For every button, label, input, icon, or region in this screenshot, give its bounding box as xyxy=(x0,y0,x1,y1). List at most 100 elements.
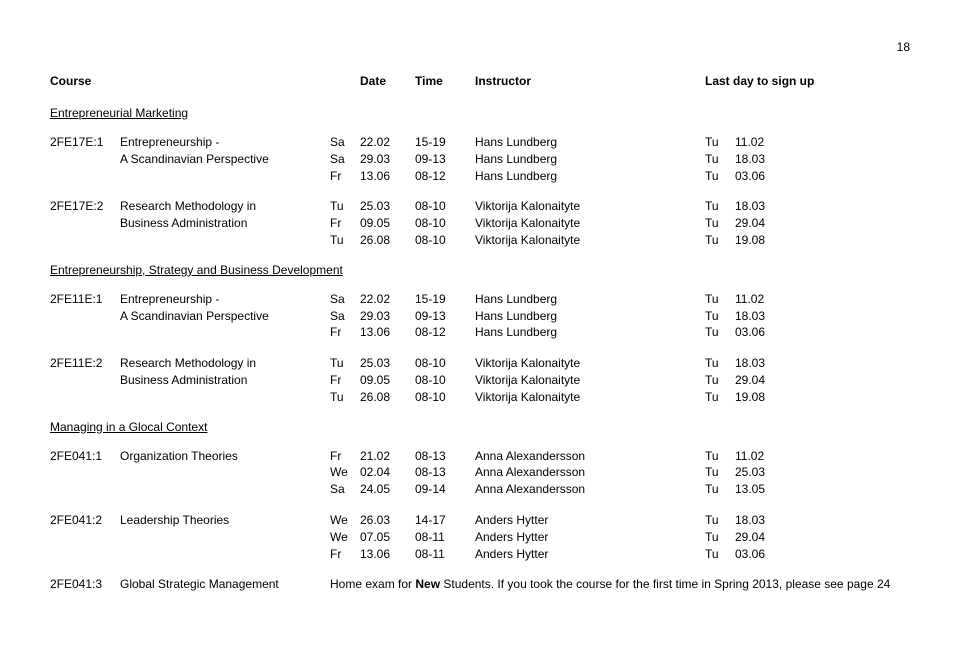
time: 08-13 xyxy=(415,464,475,481)
schedule-row: 2FE11E:2Research Methodology inTu25.0308… xyxy=(50,355,910,372)
time: 08-10 xyxy=(415,215,475,232)
signup-day: Tu xyxy=(705,546,735,563)
date: 26.08 xyxy=(360,389,415,406)
signup-day: Tu xyxy=(705,355,735,372)
section-title: Entrepreneurial Marketing xyxy=(50,106,910,120)
day: Fr xyxy=(330,448,360,465)
signup-day: Tu xyxy=(705,215,735,232)
course-name xyxy=(120,481,330,498)
page-number: 18 xyxy=(50,40,910,54)
signup-day: Tu xyxy=(705,291,735,308)
course-code xyxy=(50,308,120,325)
signup-day: Tu xyxy=(705,324,735,341)
date: 13.06 xyxy=(360,168,415,185)
signup-day: Tu xyxy=(705,512,735,529)
date: 29.03 xyxy=(360,308,415,325)
time: 09-14 xyxy=(415,481,475,498)
signup-date: 18.03 xyxy=(735,151,785,168)
date: 24.05 xyxy=(360,481,415,498)
time: 08-13 xyxy=(415,448,475,465)
day: Fr xyxy=(330,324,360,341)
instructor: Viktorija Kalonaityte xyxy=(475,355,705,372)
course-code: 2FE17E:1 xyxy=(50,134,120,151)
date: 26.03 xyxy=(360,512,415,529)
time: 08-12 xyxy=(415,168,475,185)
course-name xyxy=(120,232,330,249)
instructor: Anna Alexandersson xyxy=(475,464,705,481)
schedule-row: 2FE041:1Organization TheoriesFr21.0208-1… xyxy=(50,448,910,465)
course-name xyxy=(120,546,330,563)
signup-date: 11.02 xyxy=(735,448,785,465)
date: 13.06 xyxy=(360,324,415,341)
signup-date: 11.02 xyxy=(735,291,785,308)
course-code xyxy=(50,215,120,232)
signup-date: 18.03 xyxy=(735,308,785,325)
course-block: 2FE11E:1Entrepreneurship -Sa22.0215-19Ha… xyxy=(50,291,910,341)
time: 08-12 xyxy=(415,324,475,341)
course-code xyxy=(50,546,120,563)
course-block: 2FE041:2Leadership TheoriesWe26.0314-17A… xyxy=(50,512,910,562)
course-block: 2FE17E:1Entrepreneurship -Sa22.0215-19Ha… xyxy=(50,134,910,184)
day: We xyxy=(330,464,360,481)
date: 13.06 xyxy=(360,546,415,563)
signup-date: 03.06 xyxy=(735,546,785,563)
signup-day: Tu xyxy=(705,151,735,168)
signup-date: 03.06 xyxy=(735,168,785,185)
course-name: Research Methodology in xyxy=(120,355,330,372)
schedule-row: Tu26.0808-10Viktorija KalonaityteTu19.08 xyxy=(50,389,910,406)
signup-day: Tu xyxy=(705,198,735,215)
schedule-row: Fr13.0608-12Hans LundbergTu03.06 xyxy=(50,168,910,185)
instructor: Anna Alexandersson xyxy=(475,481,705,498)
signup-day: Tu xyxy=(705,232,735,249)
day: Tu xyxy=(330,389,360,406)
instructor: Hans Lundberg xyxy=(475,151,705,168)
course-name: Research Methodology in xyxy=(120,198,330,215)
signup-day: Tu xyxy=(705,389,735,406)
schedule-row: Fr13.0608-11Anders HytterTu03.06 xyxy=(50,546,910,563)
instructor: Hans Lundberg xyxy=(475,168,705,185)
signup-day: Tu xyxy=(705,168,735,185)
date: 26.08 xyxy=(360,232,415,249)
date: 22.02 xyxy=(360,134,415,151)
day: Fr xyxy=(330,372,360,389)
time: 15-19 xyxy=(415,291,475,308)
time: 08-10 xyxy=(415,372,475,389)
course-code xyxy=(50,324,120,341)
course-block: 2FE11E:2Research Methodology inTu25.0308… xyxy=(50,355,910,405)
date: 09.05 xyxy=(360,372,415,389)
schedule-row: 2FE17E:1Entrepreneurship -Sa22.0215-19Ha… xyxy=(50,134,910,151)
schedule-row: 2FE11E:1Entrepreneurship -Sa22.0215-19Ha… xyxy=(50,291,910,308)
signup-date: 13.05 xyxy=(735,481,785,498)
course-name: Business Administration xyxy=(120,372,330,389)
header-course: Course xyxy=(50,74,120,88)
course-code xyxy=(50,389,120,406)
course-name: Global Strategic Management xyxy=(120,576,330,593)
date: 22.02 xyxy=(360,291,415,308)
signup-day: Tu xyxy=(705,448,735,465)
instructor: Viktorija Kalonaityte xyxy=(475,372,705,389)
date: 21.02 xyxy=(360,448,415,465)
course-code xyxy=(50,529,120,546)
schedule-row: We07.0508-11Anders HytterTu29.04 xyxy=(50,529,910,546)
course-code: 2FE11E:2 xyxy=(50,355,120,372)
schedule-row: Sa24.0509-14Anna AlexanderssonTu13.05 xyxy=(50,481,910,498)
note-text: Home exam for New Students. If you took … xyxy=(330,576,910,593)
signup-date: 25.03 xyxy=(735,464,785,481)
day: Fr xyxy=(330,215,360,232)
course-code: 2FE041:3 xyxy=(50,576,120,593)
schedule-row: A Scandinavian PerspectiveSa29.0309-13Ha… xyxy=(50,308,910,325)
day: Sa xyxy=(330,481,360,498)
time: 08-10 xyxy=(415,232,475,249)
time: 08-11 xyxy=(415,529,475,546)
signup-date: 11.02 xyxy=(735,134,785,151)
time: 08-10 xyxy=(415,355,475,372)
instructor: Viktorija Kalonaityte xyxy=(475,215,705,232)
instructor: Anders Hytter xyxy=(475,512,705,529)
instructor: Viktorija Kalonaityte xyxy=(475,389,705,406)
date: 25.03 xyxy=(360,198,415,215)
signup-date: 03.06 xyxy=(735,324,785,341)
schedule-row: Business AdministrationFr09.0508-10Vikto… xyxy=(50,215,910,232)
course-code: 2FE041:2 xyxy=(50,512,120,529)
section-title: Entrepreneurship, Strategy and Business … xyxy=(50,263,910,277)
course-block: 2FE17E:2Research Methodology inTu25.0308… xyxy=(50,198,910,248)
